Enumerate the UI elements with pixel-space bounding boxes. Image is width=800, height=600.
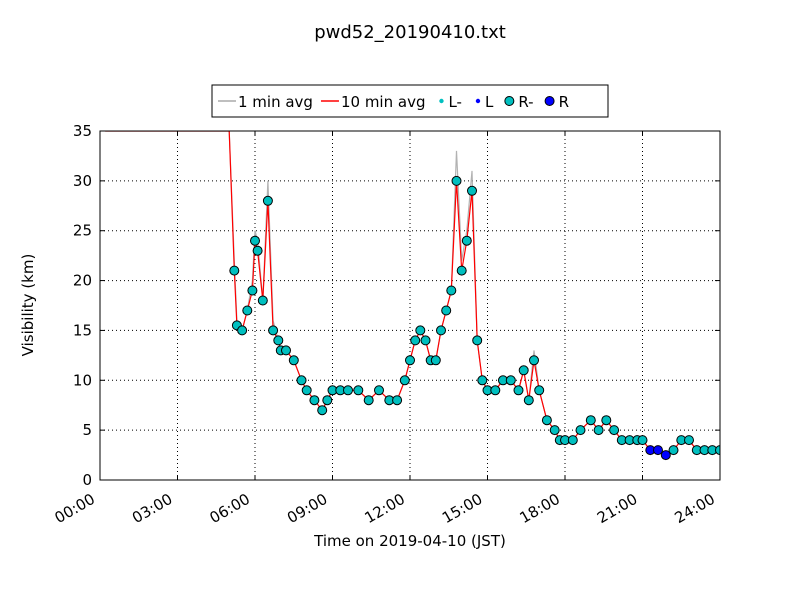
data-point — [430, 355, 441, 366]
legend-swatch-dot — [544, 96, 555, 106]
data-point — [392, 395, 403, 406]
legend-label: 10 min avg — [341, 93, 426, 111]
legend-swatch-dot — [439, 98, 444, 104]
data-point — [467, 185, 477, 196]
data-point — [446, 285, 457, 296]
x-tick-label: 21:00 — [594, 490, 640, 527]
data-point — [301, 385, 312, 396]
data-point — [399, 375, 410, 386]
data-point — [637, 435, 648, 446]
data-point — [490, 385, 501, 396]
legend-item: L- — [439, 93, 462, 111]
data-point — [549, 425, 560, 436]
data-point — [523, 395, 534, 406]
data-point — [257, 295, 268, 306]
x-tick-label: 12:00 — [362, 490, 408, 527]
legend-label: R — [559, 93, 569, 111]
data-point — [363, 395, 374, 406]
data-point — [374, 385, 384, 396]
data-point — [567, 435, 578, 446]
data-point — [288, 355, 299, 366]
y-tick-label: 35 — [73, 122, 92, 140]
x-tick-label: 03:00 — [129, 490, 175, 527]
data-point — [715, 445, 720, 456]
data-point — [518, 365, 529, 376]
data-point — [513, 385, 524, 396]
legend-swatch-dot — [504, 96, 515, 106]
legend: 1 min avg 10 min avg L- L R- R — [211, 84, 609, 118]
y-tick-label: 15 — [73, 321, 92, 339]
data-point — [281, 345, 291, 356]
data-point — [660, 450, 671, 461]
legend-label: 1 min avg — [238, 93, 313, 111]
data-point — [472, 335, 483, 346]
data-point — [653, 445, 663, 456]
data-point — [296, 375, 307, 386]
legend-item: R- — [504, 93, 534, 111]
y-tick-label: 20 — [73, 272, 92, 290]
plot-area: 00:00 03:00 06:00 09:00 12:00 15:00 18:00 21:00… — [52, 122, 721, 527]
data-point — [268, 325, 279, 336]
data-point — [415, 325, 426, 336]
data-point — [609, 425, 620, 436]
data-point — [505, 375, 516, 386]
y-tick-label: 5 — [82, 421, 92, 439]
data-point — [456, 265, 467, 276]
data-point — [242, 305, 253, 316]
legend-label: L — [485, 93, 494, 111]
data-point — [322, 395, 333, 406]
legend-item: R — [544, 93, 569, 111]
data-point — [262, 195, 273, 206]
x-tick-label: 24:00 — [672, 490, 718, 527]
data-point — [534, 385, 545, 396]
data-point — [441, 305, 452, 316]
y-tick-label: 25 — [73, 222, 92, 240]
data-point — [585, 415, 596, 426]
data-point — [593, 425, 604, 436]
y-tick-label: 10 — [73, 371, 92, 389]
y-tick-label: 30 — [73, 172, 92, 190]
data-point — [420, 335, 431, 346]
data-point — [684, 435, 694, 446]
legend-box — [211, 84, 609, 118]
chart-title: pwd52_20190410.txt — [314, 22, 506, 43]
legend-label: L- — [448, 93, 462, 111]
data-point — [575, 425, 586, 436]
legend-item: 10 min avg — [320, 93, 426, 111]
data-point — [250, 235, 260, 246]
plot-background — [100, 131, 720, 480]
y-tick-label: 0 — [82, 471, 92, 489]
x-axis-label: Time on 2019-04-10 (JST) — [313, 532, 506, 550]
data-point — [461, 235, 472, 246]
x-tick-label: 09:00 — [284, 490, 330, 527]
x-tick-label: 18:00 — [517, 490, 563, 527]
data-point — [317, 405, 328, 416]
legend-item: L — [475, 93, 494, 111]
data-point — [237, 325, 248, 336]
legend-swatch-dot — [475, 98, 481, 104]
data-point — [451, 175, 462, 186]
data-point — [229, 265, 240, 276]
data-point — [668, 445, 679, 456]
x-tick-label: 06:00 — [207, 490, 253, 527]
x-tick-label: 00:00 — [52, 490, 98, 527]
x-tick-label: 15:00 — [439, 490, 485, 527]
data-point — [477, 375, 488, 386]
data-point — [436, 325, 446, 336]
data-point — [541, 415, 552, 426]
data-point — [410, 335, 421, 346]
legend-label: R- — [518, 93, 533, 111]
data-point — [309, 395, 320, 406]
data-point — [601, 415, 612, 426]
data-point — [343, 385, 353, 396]
data-point — [405, 355, 415, 366]
data-point — [273, 335, 284, 346]
legend-item: 1 min avg — [218, 93, 313, 111]
data-point — [353, 385, 364, 396]
y-axis-label: Visibility (km) — [19, 254, 37, 357]
data-point — [529, 355, 539, 366]
data-point — [247, 285, 258, 296]
data-point — [252, 245, 263, 256]
